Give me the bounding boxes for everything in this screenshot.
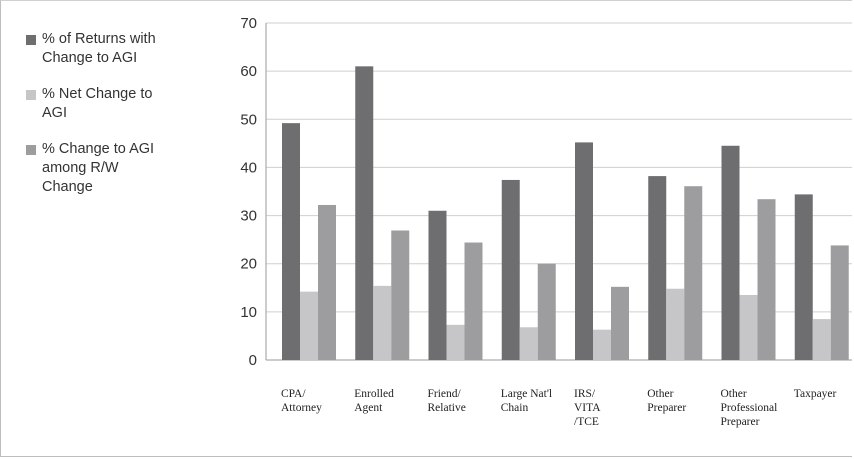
y-tick-label: 60 (240, 63, 257, 80)
x-tick-label: Taxpayer (794, 388, 837, 400)
y-tick-label: 10 (240, 304, 257, 321)
bar (611, 286, 629, 360)
bar (537, 263, 556, 360)
x-tick-label: CPA/Attorney (281, 388, 322, 414)
bar (373, 285, 392, 360)
legend-label: among R/W (42, 160, 119, 176)
bar (830, 245, 849, 360)
legend-label: % Net Change to (42, 86, 153, 102)
x-tick-label: IRS/VITA/TCE (574, 388, 601, 428)
bar (391, 230, 410, 360)
bar (648, 176, 667, 360)
y-tick-label: 70 (240, 15, 257, 32)
bar (757, 199, 776, 360)
bar (318, 204, 336, 360)
y-tick-label: 50 (240, 111, 257, 128)
legend-item: % of Returns with Change to AGI (26, 30, 201, 68)
bar (519, 327, 538, 360)
legend-label: AGI (42, 105, 67, 121)
legend-item: % Net Change to AGI (26, 85, 201, 123)
bar (282, 123, 300, 360)
x-tick-label: Enrolled Agent (354, 388, 394, 414)
legend-swatch (26, 90, 36, 100)
legend-swatch (26, 35, 36, 45)
legend-label: Change to AGI (42, 50, 138, 66)
legend-label: Change (42, 179, 93, 195)
x-tick-label: Other Preparer (647, 388, 686, 414)
x-tick-label: Large Nat'l Chain (501, 388, 552, 414)
bar (446, 324, 465, 360)
bar (812, 319, 831, 360)
bar (666, 288, 685, 360)
bar (721, 145, 740, 360)
legend-swatch (26, 145, 36, 155)
chart-legend: % of Returns with Change to AGI % Net Chan… (26, 30, 201, 214)
x-tick-label: Other Professional Preparer (721, 388, 778, 428)
y-tick-label: 30 (240, 208, 257, 225)
legend-item: % Change to AGI among R/W Change (26, 140, 201, 197)
bar (428, 210, 447, 360)
bar (684, 186, 703, 360)
bar (355, 66, 374, 360)
bar (501, 179, 520, 360)
legend-label: % of Returns with (42, 31, 156, 47)
bar (739, 295, 758, 360)
y-tick-label: 20 (240, 256, 257, 273)
legend-label: % Change to AGI (42, 141, 155, 157)
bar (794, 194, 813, 360)
bar (575, 142, 593, 360)
y-tick-label: 40 (240, 159, 257, 176)
bar (464, 242, 483, 360)
bar (593, 329, 611, 360)
y-tick-label: 0 (249, 352, 257, 369)
bar (300, 291, 318, 360)
x-tick-label: Friend/Relative (428, 388, 466, 414)
